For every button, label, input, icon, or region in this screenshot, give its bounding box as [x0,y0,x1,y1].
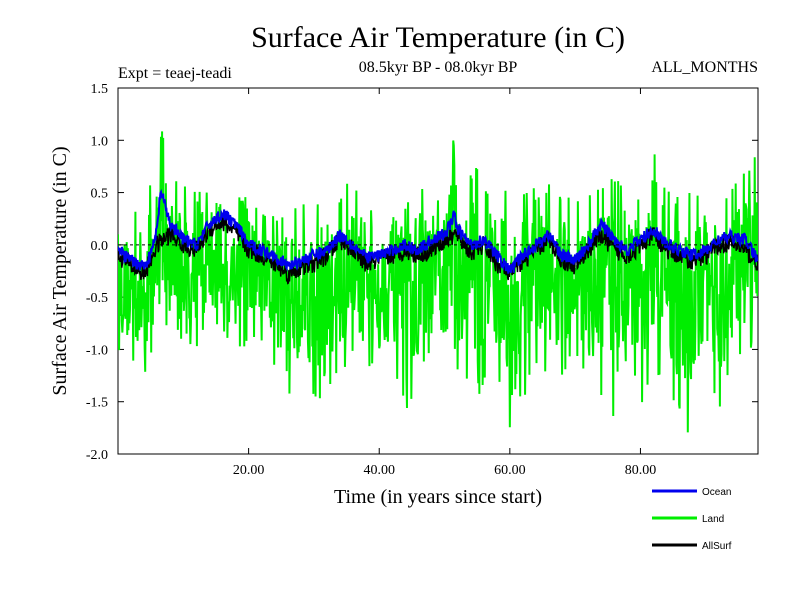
y-tick-label: -2.0 [86,448,108,463]
y-tick-label: -1.5 [86,396,108,411]
y-tick-label: 1.5 [91,82,109,97]
x-tick-label: 60.00 [494,463,526,478]
chart-subtitle-right: ALL_MONTHS [651,59,758,76]
y-tick-label: 0.0 [91,239,109,254]
legend-label-ocean: Ocean [702,487,731,498]
x-tick-label: 80.00 [625,463,657,478]
y-tick-label: -1.0 [86,343,108,358]
chart-title: Surface Air Temperature (in C) [251,21,625,54]
series-line-ocean [118,188,758,274]
chart-subtitle-center: 08.5kyr BP - 08.0kyr BP [359,59,518,76]
legend-label-land: Land [702,514,724,525]
x-axis: 20.00 40.00 60.00 80.00 [233,88,656,478]
x-axis-label: Time (in years since start) [334,486,542,508]
y-axis-label: Surface Air Temperature (in C) [49,146,71,395]
x-tick-label: 20.00 [233,463,265,478]
y-tick-label: -0.5 [86,291,108,306]
x-tick-label: 40.00 [363,463,395,478]
y-tick-label: 1.0 [91,134,109,149]
chart-subtitle-left: Expt = teaej-teadi [118,65,232,82]
series-line-land [118,131,758,433]
legend-label-allsurf: AllSurf [702,541,732,552]
y-tick-label: 0.5 [91,187,109,202]
legend: Ocean Land AllSurf [652,487,732,552]
series-layer [118,131,758,433]
